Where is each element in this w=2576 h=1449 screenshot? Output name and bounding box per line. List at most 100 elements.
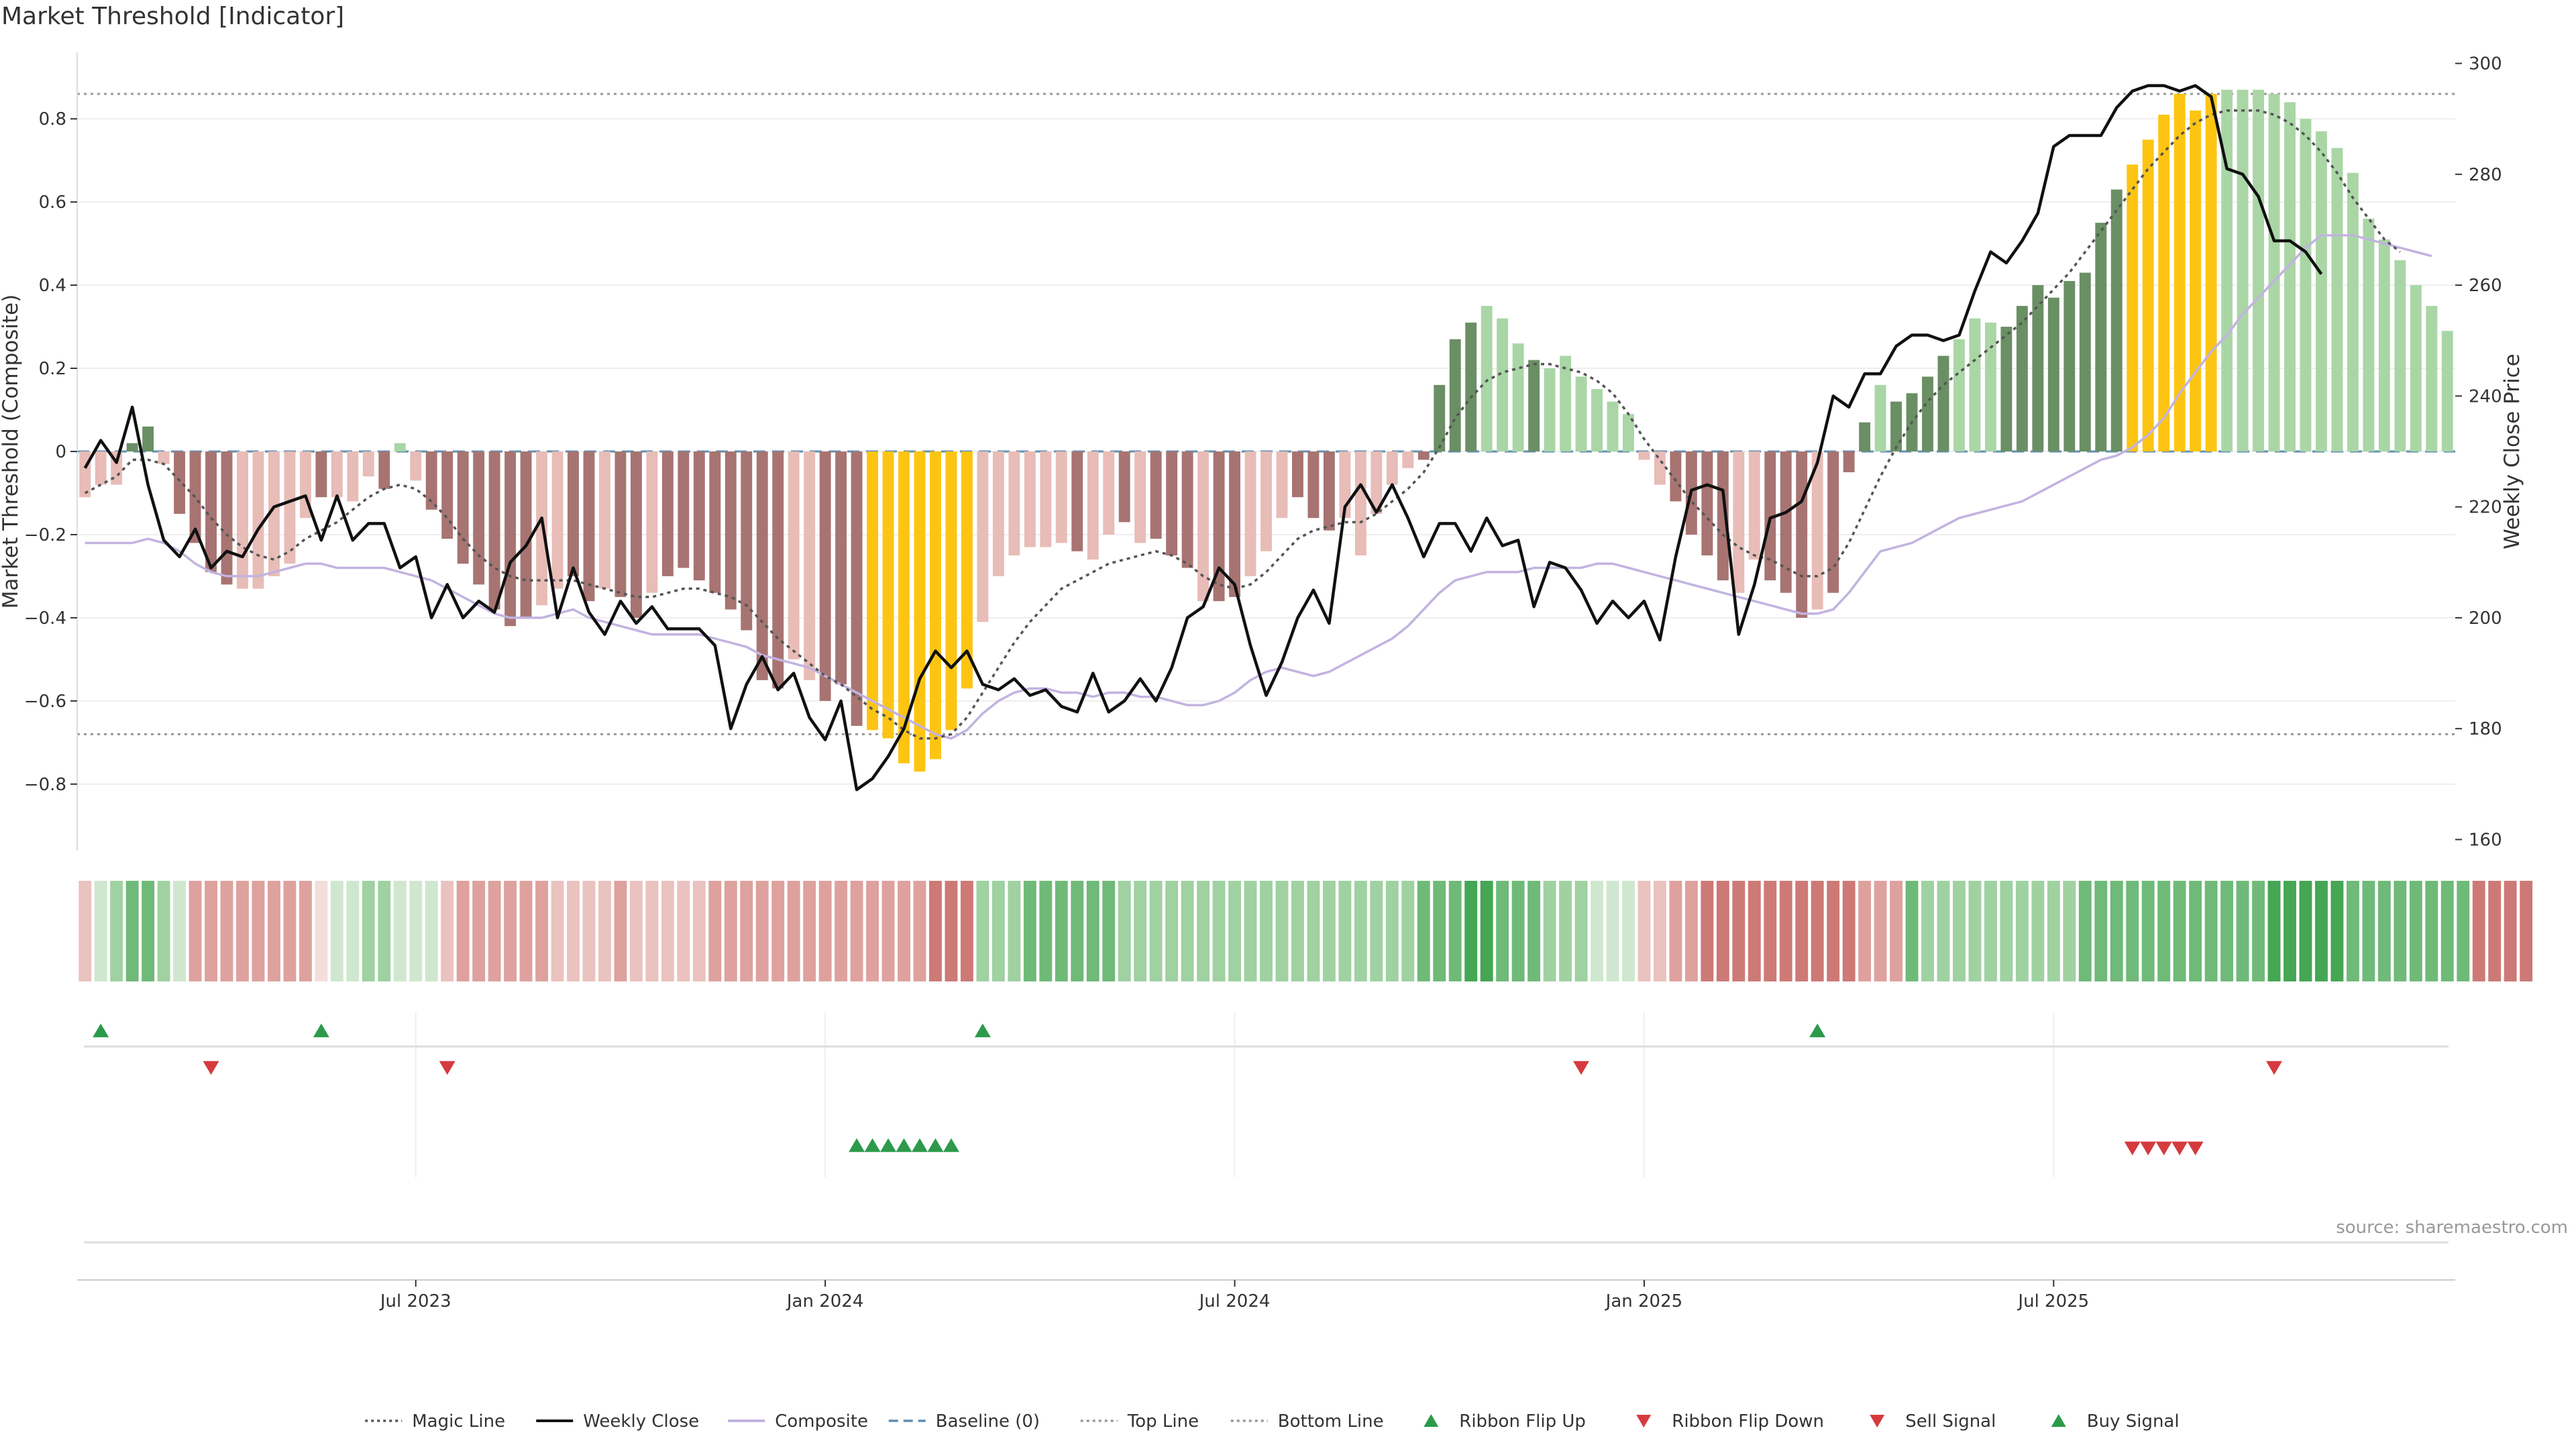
composite-bar — [347, 451, 359, 502]
ribbon-cell — [2126, 881, 2139, 981]
legend-swatch — [1636, 1415, 1652, 1428]
composite-bar — [1717, 451, 1729, 581]
ribbon-cell — [1480, 881, 1493, 981]
composite-bar — [1292, 451, 1303, 498]
ribbon-cell — [1322, 881, 1336, 981]
ribbon-cell — [519, 881, 533, 981]
buy-signal-marker — [896, 1138, 912, 1152]
composite-bar — [315, 451, 327, 498]
ribbon-cell — [142, 881, 155, 981]
ribbon-cell — [1795, 881, 1809, 981]
composite-bar — [189, 451, 201, 543]
left-tick-label: 0 — [55, 442, 66, 462]
ribbon-cell — [2000, 881, 2013, 981]
composite-bar — [2190, 110, 2202, 452]
ribbon-cell — [1968, 881, 1982, 981]
ribbon-cell — [1039, 881, 1053, 981]
composite-bar — [2079, 272, 2091, 451]
composite-bar — [2347, 172, 2359, 451]
composite-bar — [1213, 451, 1225, 602]
composite-bar — [457, 451, 469, 564]
ribbon-cell — [708, 881, 722, 981]
ribbon-cell — [1669, 881, 1682, 981]
ribbon-cell — [1543, 881, 1556, 981]
ribbon-cell — [346, 881, 360, 981]
ribbon-cell — [2141, 881, 2155, 981]
composite-bar — [1764, 451, 1776, 581]
ribbon-cell — [1496, 881, 1509, 981]
ribbon-cell — [441, 881, 454, 981]
ribbon-cell — [850, 881, 863, 981]
legend-item: Ribbon Flip Down — [1636, 1411, 1824, 1432]
composite-bar — [2205, 93, 2217, 451]
ribbon-cell — [913, 881, 926, 981]
composite-bar — [1670, 451, 1682, 502]
composite-bar — [741, 451, 753, 631]
ribbon-cell — [330, 881, 343, 981]
composite-bar — [410, 451, 422, 481]
ribbon-cell — [157, 881, 170, 981]
composite-bar — [1371, 451, 1383, 514]
composite-bar — [945, 451, 957, 731]
sell-signal-marker — [2171, 1141, 2188, 1156]
composite-bar — [1134, 451, 1146, 543]
composite-bar — [158, 451, 170, 464]
composite-bar — [2410, 285, 2422, 451]
ribbon-cell — [1858, 881, 1872, 981]
ribbon-cell — [645, 881, 659, 981]
ribbon-cell — [1606, 881, 1619, 981]
composite-bar — [1780, 451, 1792, 593]
legend-label: Weekly Close — [583, 1411, 699, 1432]
right-tick-label: 260 — [2469, 276, 2502, 296]
right-tick-label: 300 — [2469, 54, 2502, 74]
composite-bar — [851, 451, 863, 727]
composite-bar — [1497, 318, 1509, 451]
right-tick-label: 220 — [2469, 498, 2502, 518]
composite-bar — [520, 451, 532, 618]
left-tick-label: −0.2 — [24, 525, 66, 545]
composite-bar — [1402, 451, 1414, 468]
left-tick-label: −0.4 — [24, 608, 66, 629]
composite-bar — [867, 451, 879, 731]
composite-bar — [2000, 327, 2012, 451]
ribbon-cell — [2440, 881, 2454, 981]
composite-bar — [1607, 401, 1619, 451]
composite-bar — [237, 451, 248, 589]
composite-bar — [1434, 384, 1446, 451]
legend-label: Ribbon Flip Up — [1459, 1411, 1586, 1432]
composite-bar — [882, 451, 894, 739]
composite-bar — [2016, 306, 2028, 451]
x-tick-label: Jan 2024 — [786, 1291, 864, 1311]
ribbon-cell — [1023, 881, 1036, 981]
composite-bar — [1591, 389, 1603, 451]
composite-bar — [772, 451, 784, 689]
ribbon-cell — [1055, 881, 1068, 981]
sell-signal-marker — [2140, 1141, 2157, 1156]
composite-bar — [930, 451, 941, 759]
ribbon-cell — [1401, 881, 1415, 981]
ribbon-flip-up-marker — [1809, 1023, 1826, 1038]
composite-bar — [992, 451, 1004, 576]
composite-bar — [661, 451, 674, 576]
composite-bar — [1859, 422, 1871, 451]
ribbon-cell — [1527, 881, 1541, 981]
chart-title: Market Threshold [Indicator] — [1, 3, 345, 30]
composite-bar — [709, 451, 721, 593]
ribbon-cell — [661, 881, 674, 981]
composite-bar — [1827, 451, 1839, 593]
ribbon-cell — [1748, 881, 1761, 981]
ribbon-cell — [582, 881, 596, 981]
composite-bar — [1166, 451, 1178, 555]
ribbon-cell — [2173, 881, 2186, 981]
composite-bar — [1244, 451, 1256, 576]
ribbon-cell — [2409, 881, 2422, 981]
composite-bar — [95, 451, 107, 485]
legend-item: Sell Signal — [1870, 1411, 1996, 1432]
ribbon-cell — [1574, 881, 1588, 981]
composite-bar — [252, 451, 264, 589]
composite-bar — [1984, 322, 1996, 451]
ribbon-cell — [2330, 881, 2344, 981]
composite-bar — [1654, 451, 1666, 485]
ribbon-cell — [1071, 881, 1084, 981]
ribbon-cell — [2078, 881, 2092, 981]
